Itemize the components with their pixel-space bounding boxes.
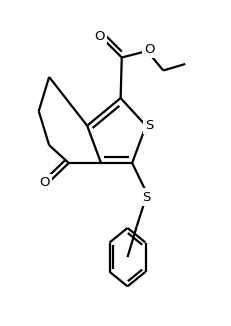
- Text: O: O: [94, 30, 105, 43]
- Text: S: S: [145, 119, 153, 132]
- Text: O: O: [39, 176, 49, 189]
- Text: O: O: [144, 43, 154, 56]
- Text: S: S: [141, 191, 149, 203]
